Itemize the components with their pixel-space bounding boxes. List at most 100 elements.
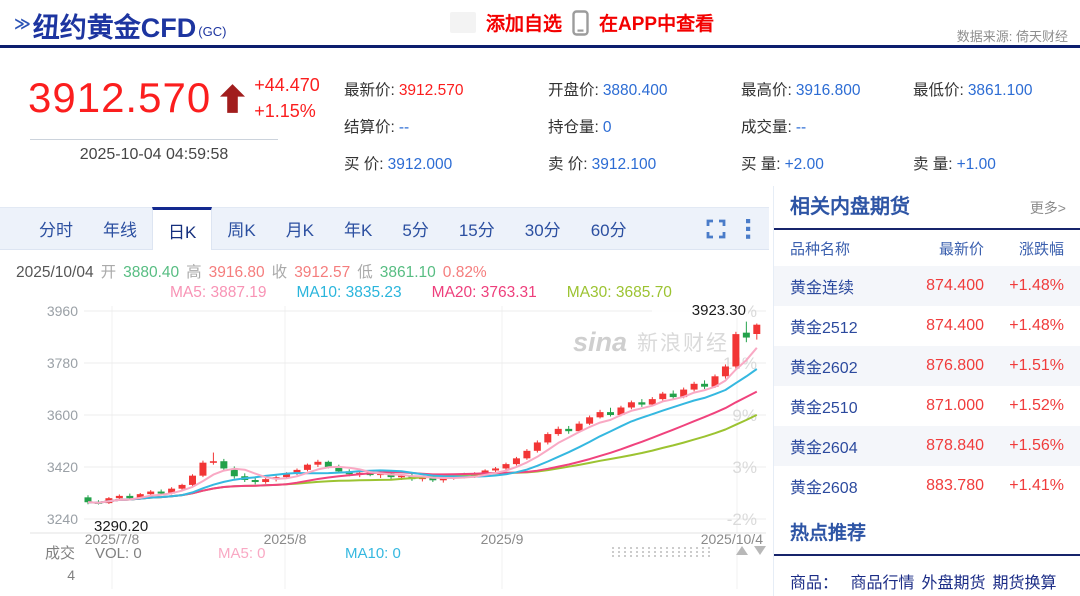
x-axis-label: 2025/10/4 (701, 531, 763, 547)
pct-axis-label: 3% (732, 458, 757, 477)
futures-name: 黄金2604 (790, 440, 858, 457)
volume-axis-max: 4 (67, 567, 75, 583)
price-change-pct: +1.15% (254, 101, 316, 122)
candle (220, 461, 228, 469)
tab-月K[interactable]: 月K (285, 221, 315, 240)
candle (283, 473, 291, 478)
svg-text:sina: sina (573, 327, 627, 357)
tab-日K[interactable]: 日K (152, 207, 213, 250)
y-axis-label: 3240 (47, 511, 78, 527)
data-source-label: 数据来源: 倚天财经 (956, 29, 1068, 44)
chart-panel: 分时 年线 日K 周K 月K 年K 5分 15分 30分 60分 2025/10/04 开 3880.… (0, 207, 770, 596)
watchlist-actions: 添加自选 在APP中查看 (450, 9, 714, 36)
candle (126, 495, 134, 499)
futures-table-body: 黄金连续 874.400 +1.48% 黄金2512 874.400 +1.48% 黄金26… (774, 266, 1080, 506)
hot-link[interactable]: 商品行情 (850, 575, 915, 592)
ma20-line (87, 390, 758, 504)
candle (199, 462, 207, 476)
tab-分时[interactable]: 分时 (39, 221, 73, 240)
quote-field-label: 卖 价: (548, 156, 588, 173)
ma-value: MA5: 3887.19 (170, 284, 267, 301)
candle (84, 497, 92, 503)
y-axis-label: 3600 (47, 407, 78, 423)
col-change: 涨跌幅 (1018, 240, 1064, 258)
y-axis-label: 3780 (47, 355, 78, 371)
tab-周K[interactable]: 周K (227, 221, 256, 240)
candle (586, 417, 594, 424)
kline-chart[interactable]: 396020%378014%36009%34203%3240-2%sina新浪财… (0, 296, 770, 596)
scroll-down-icon[interactable] (754, 546, 766, 555)
ohlc-part: 收 (271, 264, 288, 281)
futures-table-header: 品种名称 最新价 涨跌幅 (774, 230, 1080, 266)
chart-scrollbar[interactable] (612, 546, 766, 557)
futures-row[interactable]: 黄金连续 874.400 +1.48% (774, 266, 1080, 306)
futures-row[interactable]: 黄金2510 871.000 +1.52% (774, 386, 1080, 426)
last-price: 3912.570 (28, 74, 212, 122)
candle (523, 450, 531, 459)
futures-row[interactable]: 黄金2512 874.400 +1.48% (774, 306, 1080, 346)
add-watchlist-button[interactable]: 添加自选 (486, 14, 563, 35)
tab-60分[interactable]: 60分 (590, 221, 627, 240)
candle (648, 399, 656, 405)
candle (512, 458, 520, 465)
candle (575, 423, 583, 432)
candle (544, 434, 552, 443)
candle (314, 461, 322, 465)
star-icon[interactable] (450, 12, 476, 33)
quote-field-value: -- (398, 119, 410, 136)
candle (565, 428, 573, 432)
candle (230, 468, 238, 477)
quote-field-value: +1.00 (956, 156, 996, 173)
pct-axis-label: 9% (732, 406, 757, 425)
quote-field-label: 结算价: (344, 119, 395, 136)
phone-icon (572, 9, 589, 36)
chart-tabs: 分时 年线 日K 周K 月K 年K 5分 15分 30分 60分 (24, 207, 642, 250)
tab-年线[interactable]: 年线 (103, 221, 137, 240)
futures-name: 黄金2602 (790, 360, 858, 377)
ma5-line (87, 347, 758, 504)
futures-price: 874.400 (926, 317, 984, 334)
quote-field-value: 3861.100 (967, 82, 1033, 99)
hot-link[interactable]: 期货换算 (992, 575, 1057, 592)
candle (209, 461, 217, 463)
kebab-menu-icon[interactable] (745, 218, 751, 240)
pct-axis-label: -2% (727, 510, 757, 529)
hot-link[interactable]: 外盘期货 (921, 575, 986, 592)
quote-field-label: 买 量: (741, 156, 781, 173)
futures-row[interactable]: 黄金2604 878.840 +1.56% (774, 426, 1080, 466)
tab-30分[interactable]: 30分 (524, 221, 561, 240)
sina-watermark: sina 新浪财经 (573, 327, 727, 357)
quote-field-value: 3916.800 (795, 82, 861, 99)
quote-field-value: +2.00 (784, 156, 824, 173)
chart-min-label: 3290.20 (94, 518, 148, 535)
futures-row[interactable]: 黄金2608 883.780 +1.41% (774, 466, 1080, 506)
ohlc-part: 0.82% (442, 264, 487, 281)
quote-field: 开盘价: 3880.400 (548, 78, 741, 100)
up-arrow-icon (220, 83, 246, 113)
candle (638, 402, 646, 405)
panel-rule (774, 228, 1080, 230)
fullscreen-icon[interactable] (705, 218, 727, 240)
quote-field: 最高价: 3916.800 (741, 78, 913, 100)
futures-price: 871.000 (926, 397, 984, 414)
quote-field-label: 买 价: (344, 156, 384, 173)
candle (690, 383, 698, 390)
candle (147, 491, 155, 495)
candle (607, 412, 614, 415)
futures-name: 黄金连续 (790, 280, 855, 297)
ohlc-part: 高 (186, 264, 202, 281)
view-in-app-button[interactable]: 在APP中查看 (599, 14, 715, 35)
candle (481, 470, 489, 474)
more-link[interactable]: 更多> (1029, 200, 1066, 216)
tab-5分[interactable]: 5分 (402, 221, 429, 240)
hot-links-row: 商品： 商品行情 外盘期货 期货换算 (774, 569, 1080, 593)
futures-row[interactable]: 黄金2602 876.800 +1.51% (774, 346, 1080, 386)
candle (178, 484, 186, 489)
candle (115, 495, 123, 499)
quote-grid: 最新价: 3912.570 开盘价: 3880.400 最高价: 3916.800 最低价:… (344, 78, 1073, 174)
tab-15分[interactable]: 15分 (458, 221, 495, 240)
tab-年K[interactable]: 年K (344, 221, 373, 240)
scroll-up-icon[interactable] (736, 546, 748, 555)
ohlc-part: 2025/10/04 (16, 264, 94, 281)
y-axis-label: 3420 (47, 459, 78, 475)
